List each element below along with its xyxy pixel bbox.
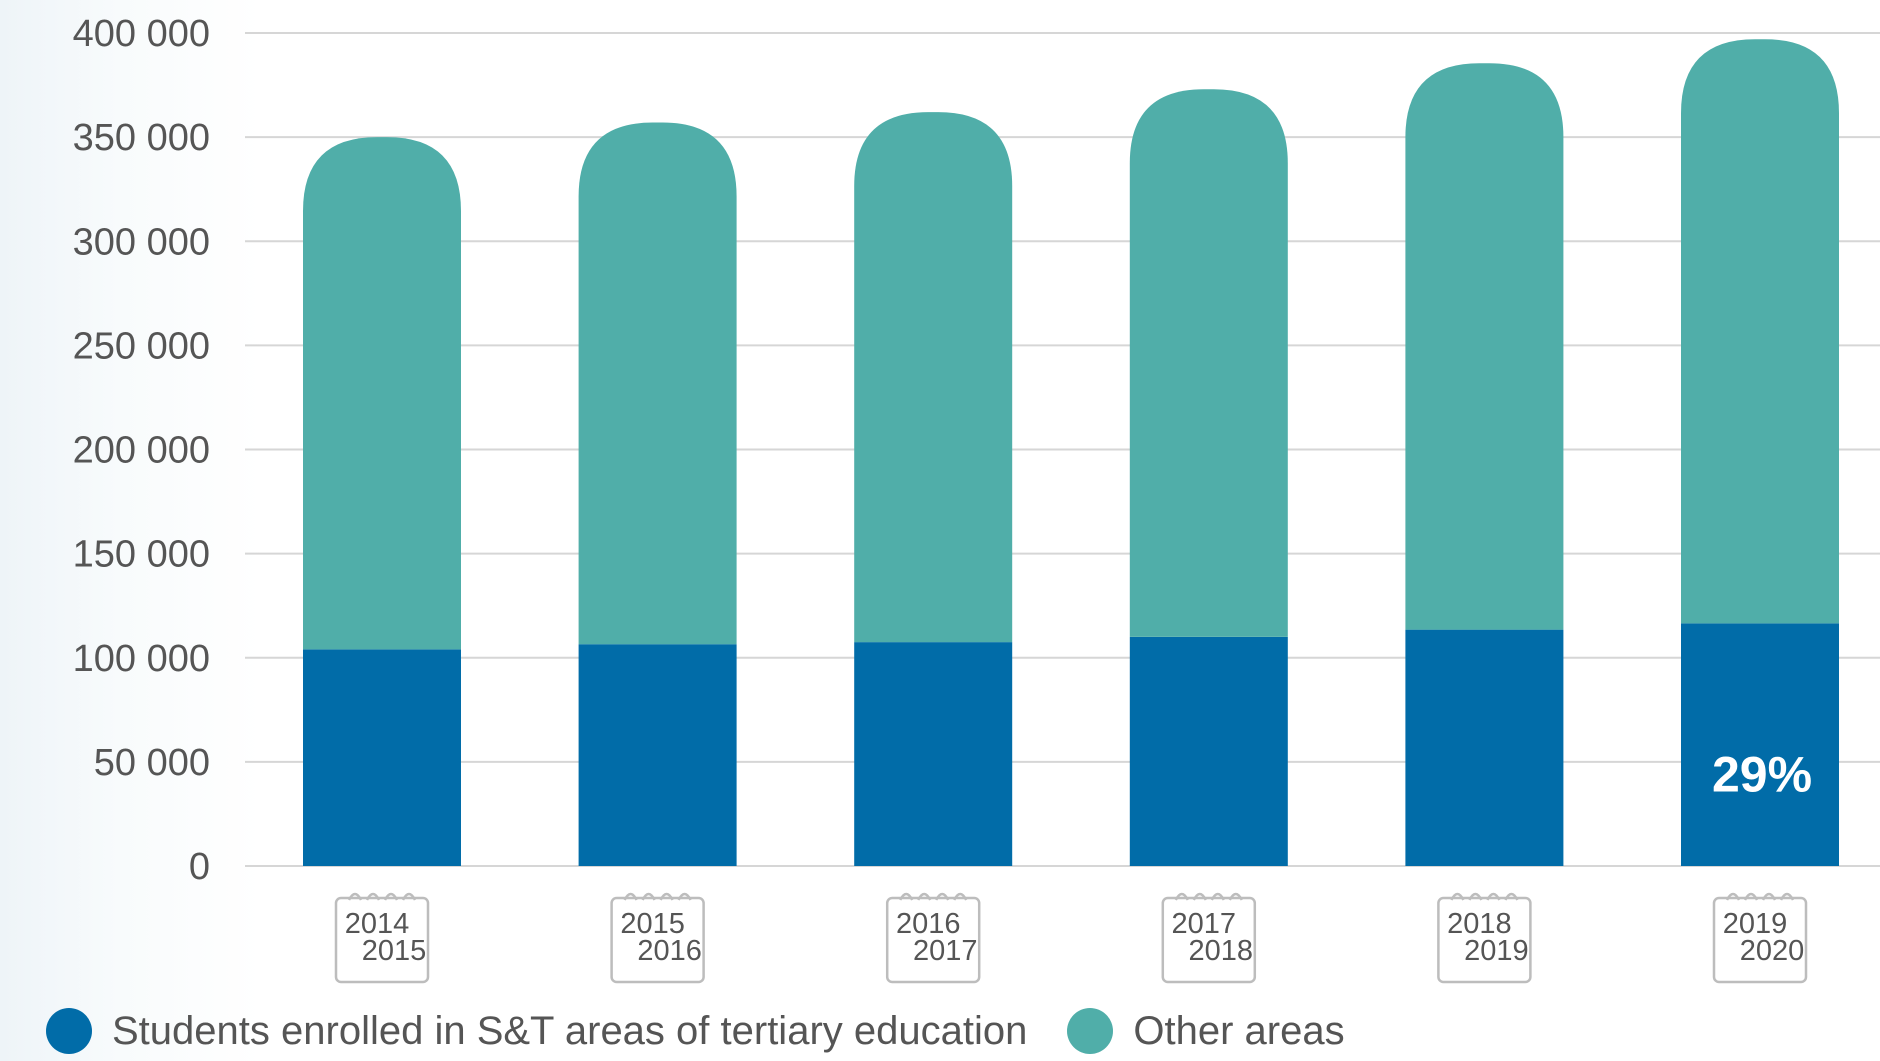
calendar-ring <box>1174 892 1189 901</box>
calendar-icon <box>334 896 430 984</box>
stacked-bar-chart: 0 50 000 100 000 150 000 200 000 250 000 300 0… <box>73 13 1880 984</box>
calendar-ring <box>677 892 692 901</box>
y-tick-label: 50 000 <box>94 742 210 784</box>
calendar-ring <box>935 892 950 901</box>
x-tick-label-start: 2017 <box>1172 908 1237 940</box>
calendar-ring <box>1743 892 1759 901</box>
x-tick-label-end: 2017 <box>913 935 978 967</box>
calendar-ring <box>953 892 968 901</box>
y-tick-label: 0 <box>189 846 210 888</box>
calendar-icon <box>1712 896 1808 984</box>
legend-item-other: Other areas <box>1067 1008 1345 1054</box>
calendar-ring <box>641 892 656 901</box>
bar-segment-st <box>854 642 1013 866</box>
legend-swatch-st <box>46 1008 92 1054</box>
y-tick-label: 300 000 <box>73 221 210 263</box>
legend: Students enrolled in S&T areas of tertia… <box>46 1008 1385 1054</box>
calendar-ring <box>1450 892 1465 901</box>
calendar-icon <box>885 896 981 984</box>
calendar-ring <box>917 892 932 901</box>
bar-segment-st <box>303 649 461 866</box>
bar-segment-other <box>1129 89 1288 637</box>
calendar-ring <box>383 892 399 901</box>
calendar-ring <box>623 892 638 901</box>
y-tick-label: 200 000 <box>73 430 210 472</box>
x-tick-label-start: 2016 <box>896 908 961 940</box>
y-tick-label: 250 000 <box>73 325 210 367</box>
x-tick-label-end: 2018 <box>1189 935 1254 967</box>
legend-label-other: Other areas <box>1133 1008 1345 1053</box>
calendar-ring <box>365 892 381 901</box>
bar-segment-other <box>1681 39 1839 624</box>
bar-segment-st <box>578 644 737 866</box>
calendar-icon <box>1161 896 1257 984</box>
bar-segment-other <box>854 112 1013 643</box>
legend-label-st: Students enrolled in S&T areas of tertia… <box>112 1008 1028 1053</box>
calendar-ring <box>1192 892 1207 901</box>
calendar-ring <box>1486 892 1501 901</box>
bar-segment-st <box>1405 629 1564 866</box>
bar-segment-other <box>303 137 461 650</box>
x-tick-label-end: 2016 <box>637 935 702 967</box>
y-tick-label: 100 000 <box>73 638 210 680</box>
bar-segment-other <box>1405 63 1564 630</box>
x-tick-label-end: 2015 <box>362 935 427 967</box>
calendar-ring <box>899 892 914 901</box>
calendar-ring <box>401 892 417 901</box>
bar-annotation: 29% <box>1712 747 1812 803</box>
x-tick-label-start: 2019 <box>1723 908 1788 940</box>
calendar-ring <box>1228 892 1243 901</box>
x-tick-label-start: 2018 <box>1447 908 1512 940</box>
bar-segment-st <box>1681 623 1839 866</box>
x-tick-label-start: 2015 <box>620 908 685 940</box>
x-tick-label-start: 2014 <box>345 908 410 940</box>
bar-segment-other <box>578 122 737 645</box>
y-tick-label: 400 000 <box>73 13 210 55</box>
calendar-icon <box>1437 896 1532 984</box>
bar-segment-st <box>1129 636 1288 866</box>
calendar-ring <box>659 892 674 901</box>
y-tick-label: 350 000 <box>73 117 210 159</box>
y-tick-label: 150 000 <box>73 534 210 576</box>
calendar-ring <box>1210 892 1225 901</box>
calendar-ring <box>1779 892 1795 901</box>
calendar-ring <box>1725 892 1741 901</box>
legend-item-st: Students enrolled in S&T areas of tertia… <box>46 1008 1027 1054</box>
calendar-ring <box>347 892 363 901</box>
calendar-ring <box>1468 892 1483 901</box>
calendar-ring <box>1761 892 1777 901</box>
calendar-ring <box>1504 892 1519 901</box>
x-tick-label-end: 2020 <box>1740 935 1805 967</box>
legend-swatch-other <box>1067 1008 1114 1054</box>
calendar-icon <box>610 896 705 984</box>
x-tick-label-end: 2019 <box>1464 935 1529 967</box>
